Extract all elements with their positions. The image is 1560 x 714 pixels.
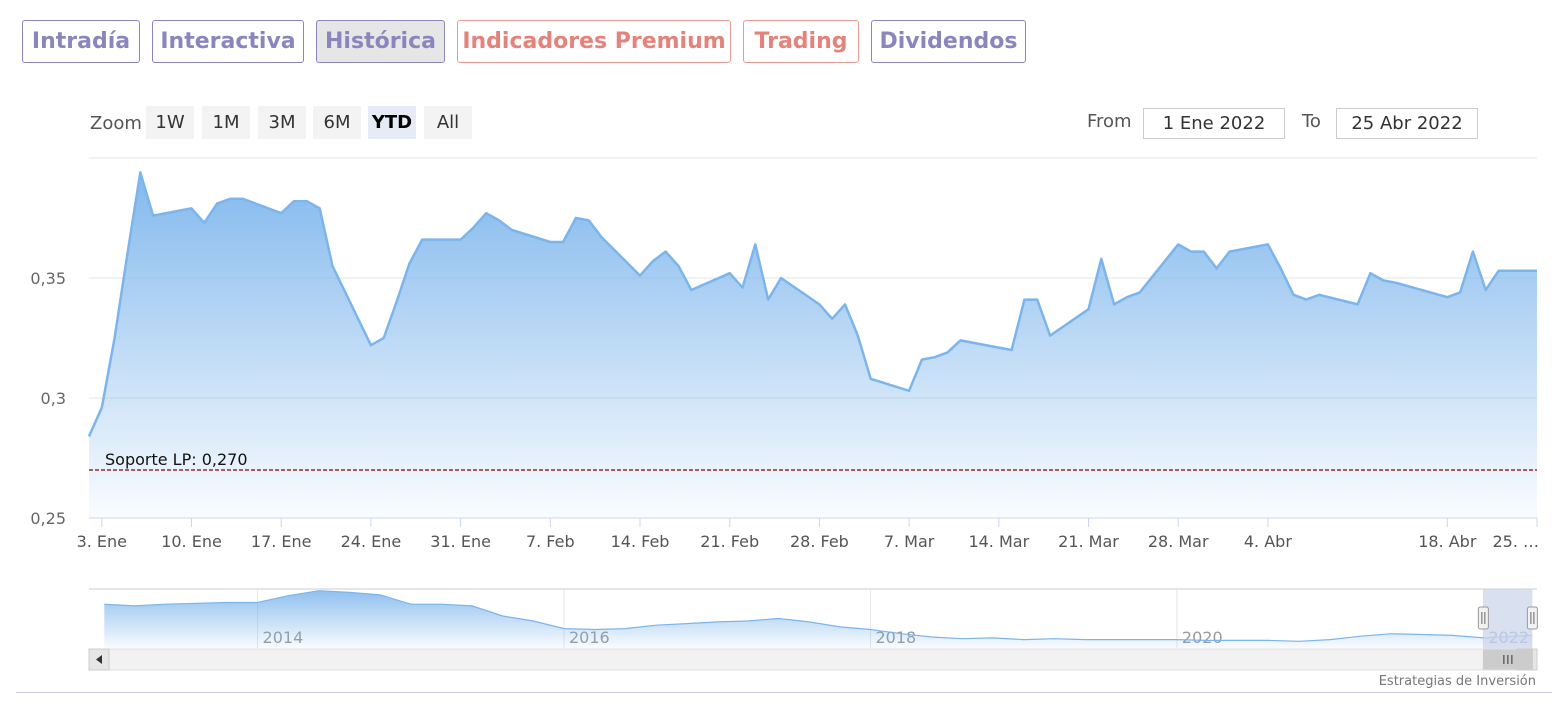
tab-historica[interactable]: Histórica: [316, 20, 445, 63]
x-tick-label: 17. Ene: [251, 532, 312, 551]
tab-intradia[interactable]: Intradía: [22, 20, 140, 63]
x-tick-label: 25. …: [1492, 532, 1539, 551]
y-tick-label: 0,3: [41, 389, 66, 408]
tab-dividendos[interactable]: Dividendos: [871, 20, 1026, 63]
zoom-6m-button[interactable]: 6M: [313, 106, 361, 139]
x-tick-label: 18. Abr: [1418, 532, 1477, 551]
support-label: Soporte LP: 0,270: [105, 450, 248, 469]
x-tick-label: 7. Feb: [526, 532, 575, 551]
x-tick-label: 24. Ene: [341, 532, 402, 551]
zoom-label: Zoom: [90, 113, 142, 134]
navigator-right-handle[interactable]: [1526, 606, 1538, 630]
price-series: [87, 171, 1537, 518]
zoom-3m-button[interactable]: 3M: [258, 106, 306, 139]
price-area: [89, 172, 1537, 518]
x-tick-label: 4. Abr: [1244, 532, 1292, 551]
navigator[interactable]: 20142016201820202022: [88, 588, 1538, 671]
navigator-left-handle[interactable]: [1477, 606, 1489, 630]
zoom-all-button[interactable]: All: [424, 106, 472, 139]
y-tick-label: 0,35: [30, 269, 66, 288]
x-tick-label: 14. Feb: [611, 532, 670, 551]
x-tick-label: 21. Mar: [1058, 532, 1119, 551]
divider: [16, 692, 1552, 693]
arrow-left-icon: [96, 655, 102, 664]
x-tick-label: 3. Ene: [77, 532, 127, 551]
x-tick-label: 31. Ene: [430, 532, 491, 551]
navigator-area: [104, 590, 1533, 648]
x-tick-label: 28. Mar: [1148, 532, 1209, 551]
scrollbar-track: [88, 648, 1538, 671]
tab-trading[interactable]: Trading: [743, 20, 859, 63]
zoom-1w-button[interactable]: 1W: [146, 106, 194, 139]
y-axis: 0,25 0,3 0,35: [30, 269, 66, 528]
range-to-input[interactable]: 25 Abr 2022: [1336, 108, 1478, 139]
credits-text: Estrategias de Inversión: [1379, 674, 1536, 689]
x-tick-label: 28. Feb: [790, 532, 849, 551]
navigator-line: [104, 590, 1533, 642]
tab-indicadores-premium[interactable]: Indicadores Premium: [457, 20, 731, 63]
support-lines: Soporte LP: 0,270: [89, 450, 1537, 471]
x-tick-label: 7. Mar: [884, 532, 935, 551]
x-tick-label: 14. Mar: [968, 532, 1029, 551]
tab-interactiva[interactable]: Interactiva: [152, 20, 304, 63]
x-tick-label: 21. Feb: [700, 532, 759, 551]
range-from-label: From: [1087, 111, 1132, 132]
range-from-input[interactable]: 1 Ene 2022: [1143, 108, 1285, 139]
zoom-ytd-button[interactable]: YTD: [368, 106, 416, 139]
price-line: [87, 171, 1537, 437]
x-tick-label: 10. Ene: [161, 532, 222, 551]
x-axis: 3. Ene 10. Ene 17. Ene 24. Ene 31. Ene 7. Feb…: [77, 517, 1539, 551]
range-to-label: To: [1302, 111, 1321, 132]
y-tick-label: 0,25: [30, 509, 66, 528]
zoom-1m-button[interactable]: 1M: [202, 106, 250, 139]
